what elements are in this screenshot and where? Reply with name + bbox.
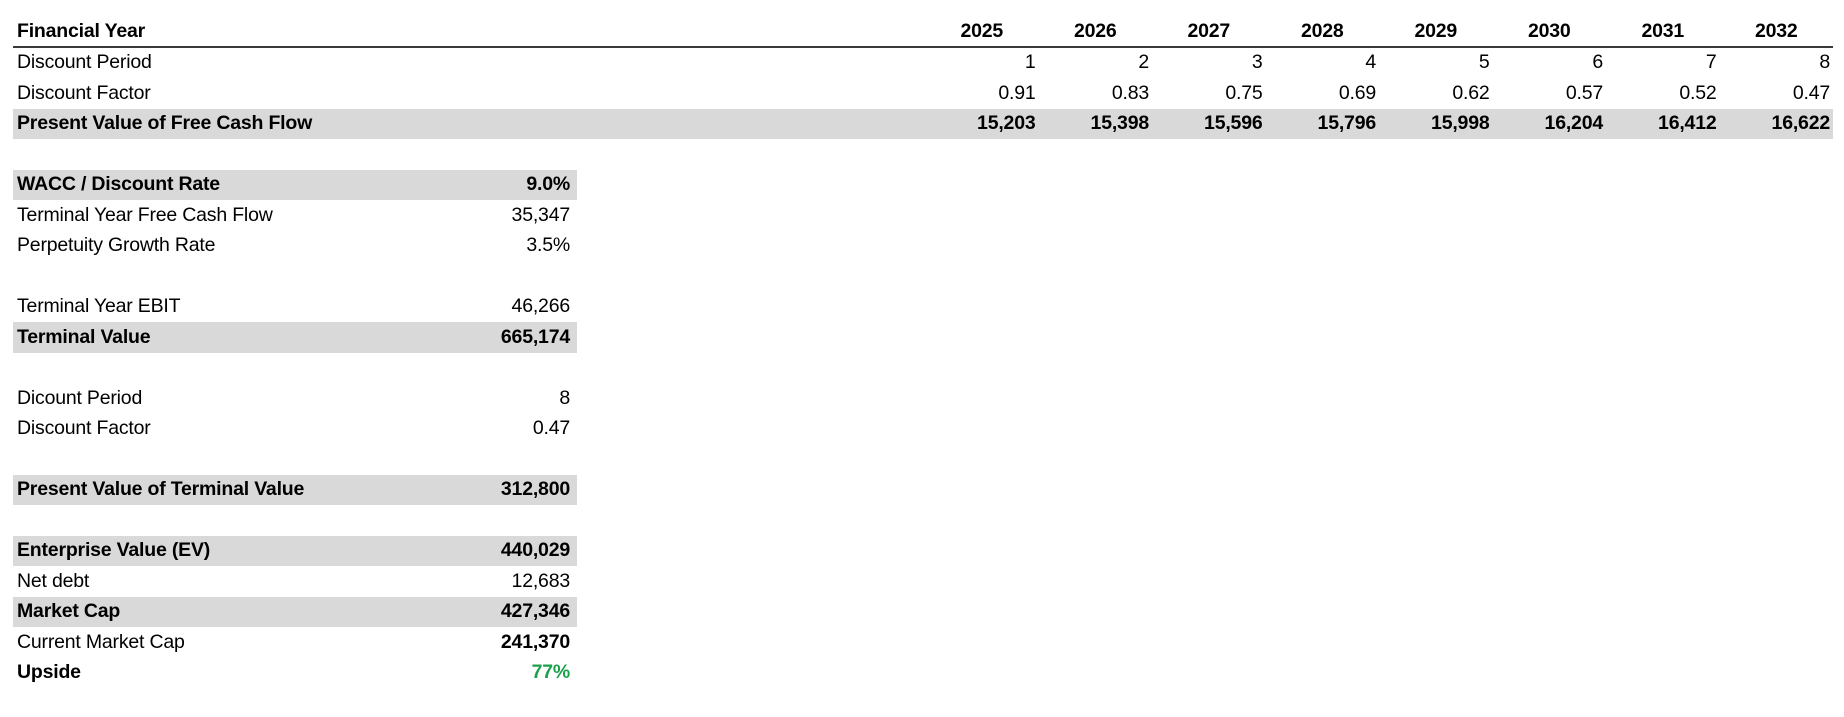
summary-value: 241,370 [500,630,570,653]
summary-label: Present Value of Terminal Value [17,478,305,501]
summary-row: Current Market Cap 241,370 [13,627,577,658]
year-header-cell: 2025 [960,19,1004,42]
summary-value: 0.47 [532,417,570,440]
summary-row: Dicount Period 8 [13,383,577,414]
summary-label: Discount Factor [17,417,151,440]
year-header-cell: 2026 [1073,19,1117,42]
summary-row: Enterprise Value (EV) 440,029 [13,535,577,566]
table-cell: 6 [1592,51,1603,74]
summary-label: WACC / Discount Rate [17,173,220,196]
free-cash-flow-table: Financial Year 2025 2026 2027 2028 2029 2030 2… [13,17,1833,139]
table-cell: 2 [1138,51,1149,74]
year-header-cell: 2029 [1414,19,1458,42]
table-cell: 0.91 [998,81,1036,104]
summary-label: Terminal Year EBIT [17,295,181,318]
year-header-cell: 2027 [1187,19,1231,42]
spacer-row [13,261,577,292]
year-header-cell: 2032 [1754,19,1798,42]
summary-label: Terminal Value [17,325,151,348]
year-header-cell: 2030 [1527,19,1571,42]
valuation-summary: WACC / Discount Rate 9.0% Terminal Year Fr… [13,169,577,689]
summary-value: 440,029 [500,539,570,562]
table-cell: 0.62 [1452,81,1490,104]
financial-year-header-label: Financial Year [17,19,145,42]
summary-value: 12,683 [511,569,571,592]
summary-value: 312,800 [500,478,570,501]
spacer-row [13,444,577,475]
row-label: Discount Period [17,51,152,74]
table-cell: 5 [1478,51,1490,74]
table-cell: 3 [1251,51,1263,74]
summary-row: Upside 77% [13,658,577,689]
summary-row: Present Value of Terminal Value 312,800 [13,474,577,505]
table-cell: 7 [1705,51,1717,74]
spacer-row [13,353,577,384]
summary-row: WACC / Discount Rate 9.0% [13,169,577,200]
summary-label: Net debt [17,569,90,592]
summary-label: Enterprise Value (EV) [17,539,211,562]
table-cell: 15,596 [1204,112,1263,135]
table-cell: 1 [1024,51,1036,74]
table-cell: 15,998 [1431,112,1490,135]
summary-row: Perpetuity Growth Rate 3.5% [13,231,577,262]
table-body: Discount Period 1 2 3 4 5 6 7 8 Discount Factor 0.… [13,48,1833,139]
table-cell: 16,622 [1771,112,1831,135]
year-header-cell: 2031 [1641,19,1685,42]
table-cell: 0.75 [1225,81,1263,104]
table-row: Discount Period 1 2 3 4 5 6 7 8 [13,48,1833,79]
summary-row: Net debt 12,683 [13,566,577,597]
summary-row: Terminal Value 665,174 [13,322,577,353]
table-cell: 15,398 [1090,112,1150,135]
row-label: Discount Factor [17,81,151,104]
table-cell: 0.83 [1111,81,1149,104]
summary-value: 77% [531,661,571,684]
table-cell: 0.57 [1565,81,1603,104]
summary-label: Market Cap [17,600,121,623]
table-row: Present Value of Free Cash Flow 15,203 15,… [13,108,1833,139]
summary-value: 427,346 [500,600,570,623]
spacer-row [13,505,577,536]
table-cell: 15,796 [1317,112,1377,135]
year-header-cell: 2028 [1300,19,1344,42]
summary-row: Discount Factor 0.47 [13,414,577,445]
summary-row: Terminal Year Free Cash Flow 35,347 [13,200,577,231]
summary-value: 9.0% [526,173,570,196]
table-cell: 8 [1819,51,1830,74]
summary-label: Dicount Period [17,386,143,409]
summary-value: 35,347 [511,203,571,226]
summary-value: 46,266 [511,295,571,318]
summary-row: Terminal Year EBIT 46,266 [13,292,577,323]
table-cell: 16,204 [1544,112,1604,135]
table-cell: 16,412 [1658,112,1717,135]
summary-row: Market Cap 427,346 [13,596,577,627]
row-label: Present Value of Free Cash Flow [17,112,313,135]
table-row: Discount Factor 0.91 0.83 0.75 0.69 0.62 0.57 0… [13,78,1833,109]
summary-value: 8 [559,386,570,409]
summary-label: Current Market Cap [17,630,185,653]
summary-label: Perpetuity Growth Rate [17,234,216,257]
table-cell: 15,203 [977,112,1036,135]
summary-value: 665,174 [500,325,570,348]
summary-value: 3.5% [526,234,570,257]
table-cell: 0.52 [1679,81,1717,104]
summary-label: Upside [17,661,81,684]
table-cell: 0.69 [1338,81,1376,104]
table-cell: 0.47 [1792,81,1830,104]
financial-year-header-row: Financial Year 2025 2026 2027 2028 2029 2030 2… [13,17,1833,48]
table-cell: 4 [1365,51,1376,74]
summary-label: Terminal Year Free Cash Flow [17,203,273,226]
